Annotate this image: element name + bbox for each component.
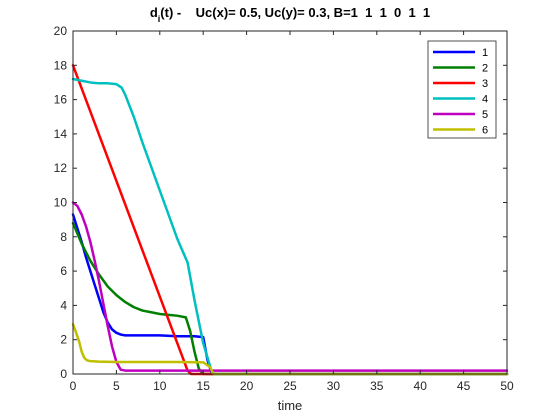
x-tick-label: 40 (414, 379, 428, 393)
y-tick-label: 8 (60, 230, 67, 244)
x-tick-label: 25 (283, 379, 297, 393)
x-tick-label: 0 (70, 379, 77, 393)
y-tick-label: 18 (54, 58, 68, 72)
y-tick-label: 6 (60, 264, 67, 278)
y-tick-label: 4 (60, 298, 67, 312)
series-line-1 (71, 213, 509, 376)
legend-box (427, 40, 497, 139)
x-tick-label: 15 (197, 379, 211, 393)
legend-label-3: 3 (482, 78, 488, 90)
y-tick-label: 20 (54, 24, 68, 38)
x-tick-label: 20 (240, 379, 254, 393)
plot-frame (72, 30, 508, 375)
legend-label-5: 5 (482, 109, 488, 121)
legend-label-6: 6 (482, 125, 488, 137)
chart-title-pre: d (150, 5, 158, 20)
y-tick-label: 10 (54, 196, 68, 210)
x-tick-label: 5 (113, 379, 120, 393)
legend-items: 1 2 3 4 5 6 (433, 47, 488, 137)
legend-label-2: 2 (482, 63, 488, 75)
legend-label-1: 1 (482, 47, 488, 59)
series-line-6 (71, 323, 509, 376)
series-line-2 (71, 221, 509, 376)
y-tick-label: 12 (54, 161, 68, 175)
x-tick-label: 50 (500, 379, 514, 393)
y-tick-label: 16 (54, 93, 68, 107)
series-line-5 (71, 201, 509, 372)
y-tick-label: 0 (60, 367, 67, 381)
chart-title-post: (t) - Uc(x)= 0.5, Uc(y)= 0.3, B=1 1 1 0 … (160, 5, 430, 20)
x-tick-label: 45 (457, 379, 471, 393)
legend-label-4: 4 (482, 94, 488, 106)
y-tick-label: 2 (60, 333, 67, 347)
legend[interactable]: 1 2 3 4 5 6 (427, 40, 497, 139)
series-line-4 (71, 77, 509, 376)
x-axis-label: time (278, 398, 303, 413)
y-tick-label: 14 (54, 127, 68, 141)
x-tick-label: 35 (370, 379, 384, 393)
chart-title: di(t) - Uc(x)= 0.5, Uc(y)= 0.3, B=1 1 1 … (150, 5, 430, 24)
x-tick-label: 30 (327, 379, 341, 393)
x-tick-label: 10 (153, 379, 167, 393)
chart-title-subscript: i (158, 14, 161, 24)
